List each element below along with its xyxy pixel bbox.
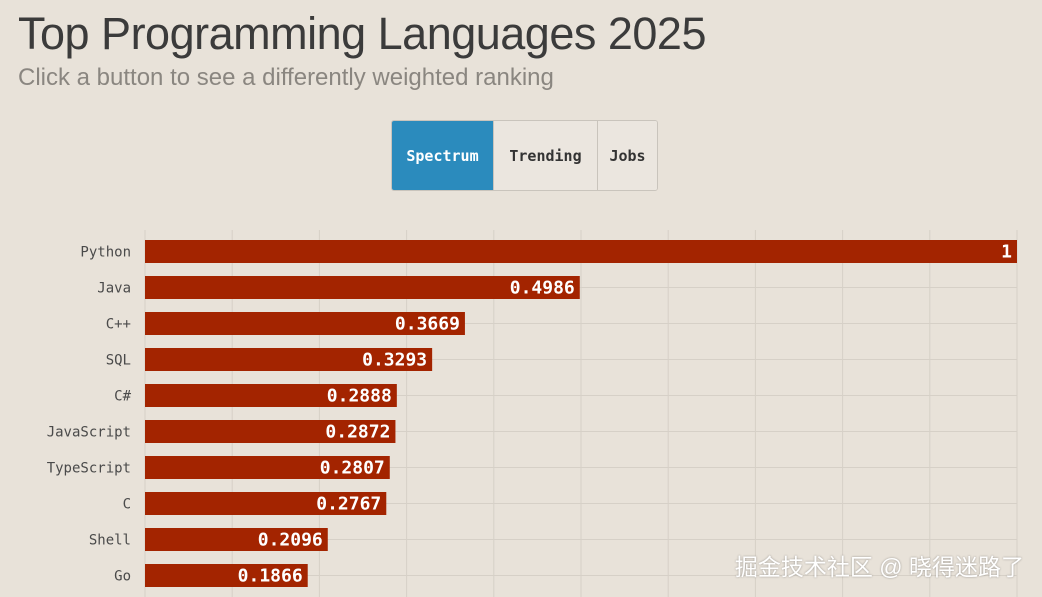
ranking-button-group: Spectrum Trending Jobs bbox=[391, 120, 658, 191]
trending-button[interactable]: Trending bbox=[494, 121, 598, 190]
bar-csharp[interactable] bbox=[145, 384, 397, 407]
value-label: 0.1866 bbox=[238, 566, 303, 587]
bar-java[interactable] bbox=[145, 276, 580, 299]
category-label: JavaScript bbox=[47, 425, 131, 441]
watermark: 掘金技术社区 @ 晓得迷路了 bbox=[734, 554, 1024, 580]
value-label: 0.3293 bbox=[362, 350, 427, 371]
category-label: TypeScript bbox=[47, 461, 131, 477]
ranking-bar-chart: Python 1 Java 0.4986 C++ 0.3669 SQL 0.3293 C# 0.2… bbox=[47, 230, 1018, 597]
bar-sql[interactable] bbox=[145, 348, 433, 371]
value-label: 0.2096 bbox=[258, 530, 323, 551]
spectrum-button[interactable]: Spectrum bbox=[392, 121, 494, 190]
value-label: 0.2872 bbox=[325, 422, 390, 443]
category-label: Java bbox=[97, 281, 131, 297]
bar-c[interactable] bbox=[145, 492, 387, 515]
category-label: Shell bbox=[89, 533, 131, 549]
page-title: Top Programming Languages 2025 bbox=[18, 8, 706, 59]
category-label: C# bbox=[114, 389, 131, 405]
category-label: Python bbox=[80, 245, 131, 261]
bar-typescript[interactable] bbox=[145, 456, 390, 479]
bar-shell[interactable] bbox=[145, 528, 328, 551]
bar-python[interactable] bbox=[145, 240, 1017, 263]
value-label: 0.2767 bbox=[316, 494, 381, 515]
category-label: C++ bbox=[106, 317, 131, 333]
category-label: Go bbox=[114, 569, 131, 585]
jobs-button[interactable]: Jobs bbox=[598, 121, 657, 190]
page-subtitle: Click a button to see a differently weig… bbox=[18, 64, 554, 91]
value-label: 1 bbox=[1001, 242, 1012, 263]
value-label: 0.2888 bbox=[327, 386, 392, 407]
bar-javascript[interactable] bbox=[145, 420, 396, 443]
bar-cplusplus[interactable] bbox=[145, 312, 465, 335]
category-label: C bbox=[123, 497, 131, 513]
value-label: 0.2807 bbox=[320, 458, 385, 479]
bar-go[interactable] bbox=[145, 564, 308, 587]
category-label: SQL bbox=[106, 353, 131, 369]
value-label: 0.3669 bbox=[395, 314, 460, 335]
value-label: 0.4986 bbox=[510, 278, 575, 299]
